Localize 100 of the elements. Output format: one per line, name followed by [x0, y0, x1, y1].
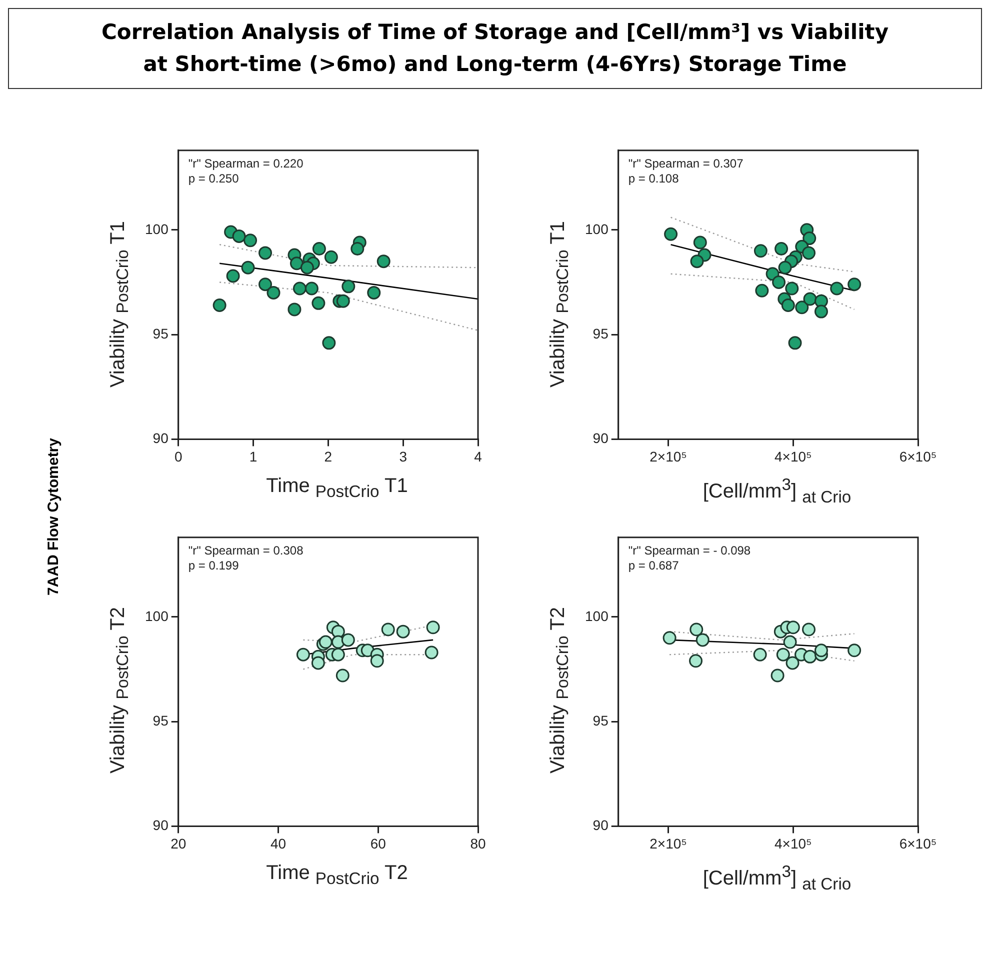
annotation: p = 0.199: [188, 558, 240, 572]
y-tick-label: 95: [152, 712, 169, 728]
point: [848, 278, 862, 292]
point: [770, 668, 784, 682]
point: [341, 632, 355, 646]
y-tick-label: 100: [585, 607, 609, 624]
annotation: p = 0.250: [188, 172, 240, 186]
y-tick-label: 95: [592, 712, 609, 728]
x-axis-title: [Cell/mm$^{3}$] $_{at Crio}$: [702, 475, 852, 508]
x-tick-label: 2: [324, 448, 332, 464]
x-tick-label: 4×10⁵: [774, 835, 812, 852]
annotation: "r" Spearman = 0.308: [188, 543, 304, 558]
point: [212, 298, 226, 312]
point: [226, 269, 240, 283]
point: [258, 278, 272, 292]
point: [370, 654, 384, 668]
point: [331, 648, 345, 661]
point: [754, 244, 768, 258]
point: [803, 650, 817, 664]
annotation: "r" Spearman = - 0.098: [628, 543, 751, 558]
y-tick-label: 90: [152, 816, 169, 833]
x-axis-title: Time $_{PostCrio}$ T1: [265, 475, 409, 502]
point: [785, 282, 799, 296]
point: [783, 634, 797, 648]
point: [772, 275, 786, 289]
y-tick-label: 100: [145, 607, 169, 624]
point: [802, 622, 816, 636]
x-tick-label: 60: [370, 835, 386, 852]
point: [322, 336, 336, 350]
point: [232, 229, 246, 243]
x-tick-label: 6×10⁵: [899, 835, 937, 852]
point: [304, 282, 318, 296]
x-tick-label: 4×10⁵: [774, 448, 812, 464]
point: [336, 294, 350, 308]
point: [689, 654, 703, 668]
point: [802, 232, 816, 246]
point: [778, 260, 792, 274]
x-tick-label: 4: [474, 448, 482, 464]
point: [258, 246, 272, 260]
x-tick-label: 1: [249, 448, 258, 464]
point: [788, 336, 802, 350]
chart-title: Correlation Analysis of Time of Storage and [Cell/mm³] vs Viability at Short-time (>6mo) and Long-term (4-6Yrs) Storage Time: [100, 19, 890, 78]
point: [311, 656, 325, 670]
point: [664, 227, 678, 241]
x-axis-title: Time $_{PostCrio}$ T2: [265, 862, 409, 889]
point: [266, 286, 280, 300]
point: [693, 236, 707, 250]
point: [662, 630, 676, 644]
x-tick-label: 20: [170, 835, 186, 852]
point: [244, 234, 258, 248]
point: [690, 254, 704, 268]
point: [781, 298, 795, 312]
point: [848, 643, 862, 657]
x-tick-label: 6×10⁵: [899, 448, 937, 464]
point: [424, 645, 438, 659]
annotation: "r" Spearman = 0.220: [188, 156, 304, 171]
x-axis-title: [Cell/mm$^{3}$] $_{at Crio}$: [702, 862, 852, 894]
point: [786, 620, 800, 634]
point: [774, 242, 788, 256]
y-tick-label: 100: [585, 220, 609, 237]
point: [814, 643, 828, 657]
point: [324, 250, 338, 264]
point: [776, 648, 790, 661]
x-tick-label: 2×10⁵: [650, 448, 687, 464]
point: [696, 632, 710, 646]
y-tick-label: 95: [592, 325, 609, 342]
point: [367, 286, 381, 300]
point: [288, 302, 302, 316]
x-tick-label: 2×10⁵: [650, 835, 687, 852]
point: [318, 634, 332, 648]
point: [426, 620, 440, 634]
x-tick-label: 3: [399, 448, 408, 464]
x-tick-label: 0: [174, 448, 182, 464]
point: [795, 300, 809, 314]
x-tick-label: 80: [470, 835, 486, 852]
point: [690, 622, 704, 636]
point: [290, 256, 304, 270]
point: [312, 242, 326, 256]
point: [292, 282, 306, 296]
point: [396, 624, 410, 638]
y-tick-label: 90: [592, 816, 609, 833]
annotation: "r" Spearman = 0.307: [628, 156, 744, 171]
y-tick-label: 90: [152, 430, 169, 446]
text: 7AAD Flow Cytometry: [44, 438, 62, 596]
point: [342, 280, 356, 294]
point: [336, 668, 350, 682]
x-tick-label: 40: [270, 835, 286, 852]
point: [241, 260, 255, 274]
point: [376, 254, 390, 268]
point: [296, 648, 310, 661]
point: [786, 656, 800, 670]
annotation: p = 0.687: [628, 558, 680, 572]
point: [753, 648, 767, 661]
point: [814, 304, 828, 318]
y-tick-label: 100: [145, 220, 169, 237]
point: [350, 242, 364, 256]
point: [312, 296, 326, 310]
point: [803, 292, 817, 306]
point: [300, 260, 314, 274]
y-tick-label: 95: [152, 325, 169, 342]
